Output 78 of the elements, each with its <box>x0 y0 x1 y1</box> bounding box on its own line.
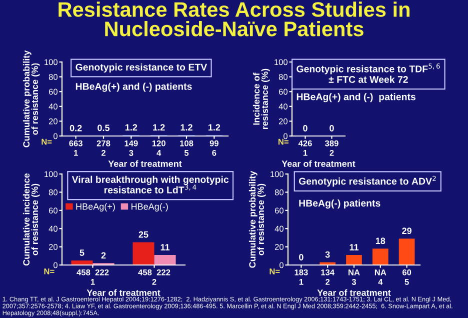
data-label: 25 <box>138 231 148 238</box>
data-label: 3 <box>325 251 330 258</box>
chart-title: Genotypic resistance to TDF$^{5,6}$ ± FTC at Week 72 <box>296 63 440 83</box>
y-tick-label: 60 <box>278 88 288 95</box>
x-tick-label: 183 1 <box>294 269 308 285</box>
y-tick-label: 80 <box>48 74 58 80</box>
y-tick-label: 100 <box>270 171 284 178</box>
chart-title: Genotypic resistance to ADV$^{2}$ <box>298 176 436 187</box>
y-tick-label: 80 <box>274 189 284 196</box>
data-label: 0.5 <box>98 124 110 132</box>
data-label: 1.2 <box>208 124 220 130</box>
y-tick-label: 60 <box>48 88 58 95</box>
y-tick-label: 0 <box>54 133 58 140</box>
x-tick-label: 99 6 <box>210 140 218 156</box>
x-axis-title: Year of treatment <box>282 160 356 167</box>
data-label: 2 <box>101 252 106 259</box>
y-tick-label: 20 <box>278 118 288 124</box>
y-tick-label: 0 <box>284 133 288 140</box>
x-tick-label: NA 4 <box>374 269 386 285</box>
text: Viral breakthrough with genotypic resistance to LdT$^{3,4}$ <box>72 176 229 194</box>
x-tick-label: 134 2 <box>321 269 335 285</box>
text: HBeAg(+) and (-) patients <box>296 93 416 102</box>
y-tick-label: 80 <box>278 74 288 80</box>
y-tick-label: 40 <box>48 104 58 110</box>
x-tick-label: 149 3 <box>124 140 138 156</box>
x-tick-label: 426 1 <box>298 140 312 156</box>
x-axis-title: Year of treatment <box>317 289 391 296</box>
x-axis-title: Year of treatment <box>108 160 182 167</box>
x-tick-label: 389 2 <box>324 140 338 156</box>
y-axis-title: Cumulative probability of resistance (%) <box>248 170 266 268</box>
data-label: 1.2 <box>125 124 138 130</box>
y-tick-label: 0 <box>54 262 58 268</box>
y-tick-label: 40 <box>274 226 284 232</box>
y-tick-label: 40 <box>278 104 288 110</box>
data-label: 0.2 <box>70 124 82 132</box>
text: N= <box>270 268 280 274</box>
y-tick-label: 20 <box>48 118 58 124</box>
data-label: 1.2 <box>153 124 165 130</box>
data-label: 18 <box>376 238 386 244</box>
x-tick-label: 458 222 2 <box>138 269 170 285</box>
text: HBeAg(-) patients <box>299 199 380 209</box>
text: N= <box>42 138 52 145</box>
text: HBeAg(+) and (-) patients <box>76 82 192 92</box>
y-tick-label: 20 <box>274 244 284 250</box>
data-label: 1.2 <box>180 124 192 130</box>
data-label: 0 <box>330 125 334 132</box>
x-tick-label: NA 3 <box>348 269 360 285</box>
y-axis-title: Cumulative incidence of resistance (%) <box>22 173 40 266</box>
y-tick-label: 80 <box>48 189 58 196</box>
x-axis-title: Year of treatment <box>86 289 160 296</box>
y-tick-label: 40 <box>48 226 58 232</box>
text: N= <box>278 138 288 145</box>
y-axis-title: Incidence of resistance (%) <box>252 68 270 130</box>
x-tick-label: 278 2 <box>96 140 110 156</box>
legend-label: HBeAg(-) <box>132 203 168 212</box>
data-label: 11 <box>350 244 359 250</box>
x-tick-label: 120 4 <box>152 140 166 156</box>
y-tick-label: 100 <box>44 171 58 178</box>
y-axis-title: Cumulative probability of resistance (%) <box>22 50 40 148</box>
y-tick-label: 0 <box>280 262 284 268</box>
y-tick-label: 20 <box>48 244 58 250</box>
x-tick-label: 663 1 <box>69 140 82 156</box>
data-label: 5 <box>80 250 84 256</box>
y-tick-label: 60 <box>48 208 58 214</box>
y-tick-label: 100 <box>274 59 288 66</box>
data-label: 0 <box>303 125 308 132</box>
x-tick-label: 108 5 <box>180 140 194 156</box>
x-tick-label: 458 222 1 <box>76 269 109 285</box>
x-tick-label: 60 5 <box>402 269 412 285</box>
data-label: 0 <box>299 254 304 260</box>
data-label: 11 <box>160 244 170 250</box>
text: N= <box>44 268 54 274</box>
y-tick-label: 60 <box>274 208 284 214</box>
legend-label: HBeAg(+) <box>76 203 115 212</box>
text: Resistance Rates Across Studies in Nucleoside-Naïve Patients <box>58 2 410 36</box>
chart-title: Genotypic resistance to ETV <box>76 63 208 73</box>
y-tick-label: 100 <box>44 59 58 66</box>
data-label: 29 <box>402 228 412 234</box>
